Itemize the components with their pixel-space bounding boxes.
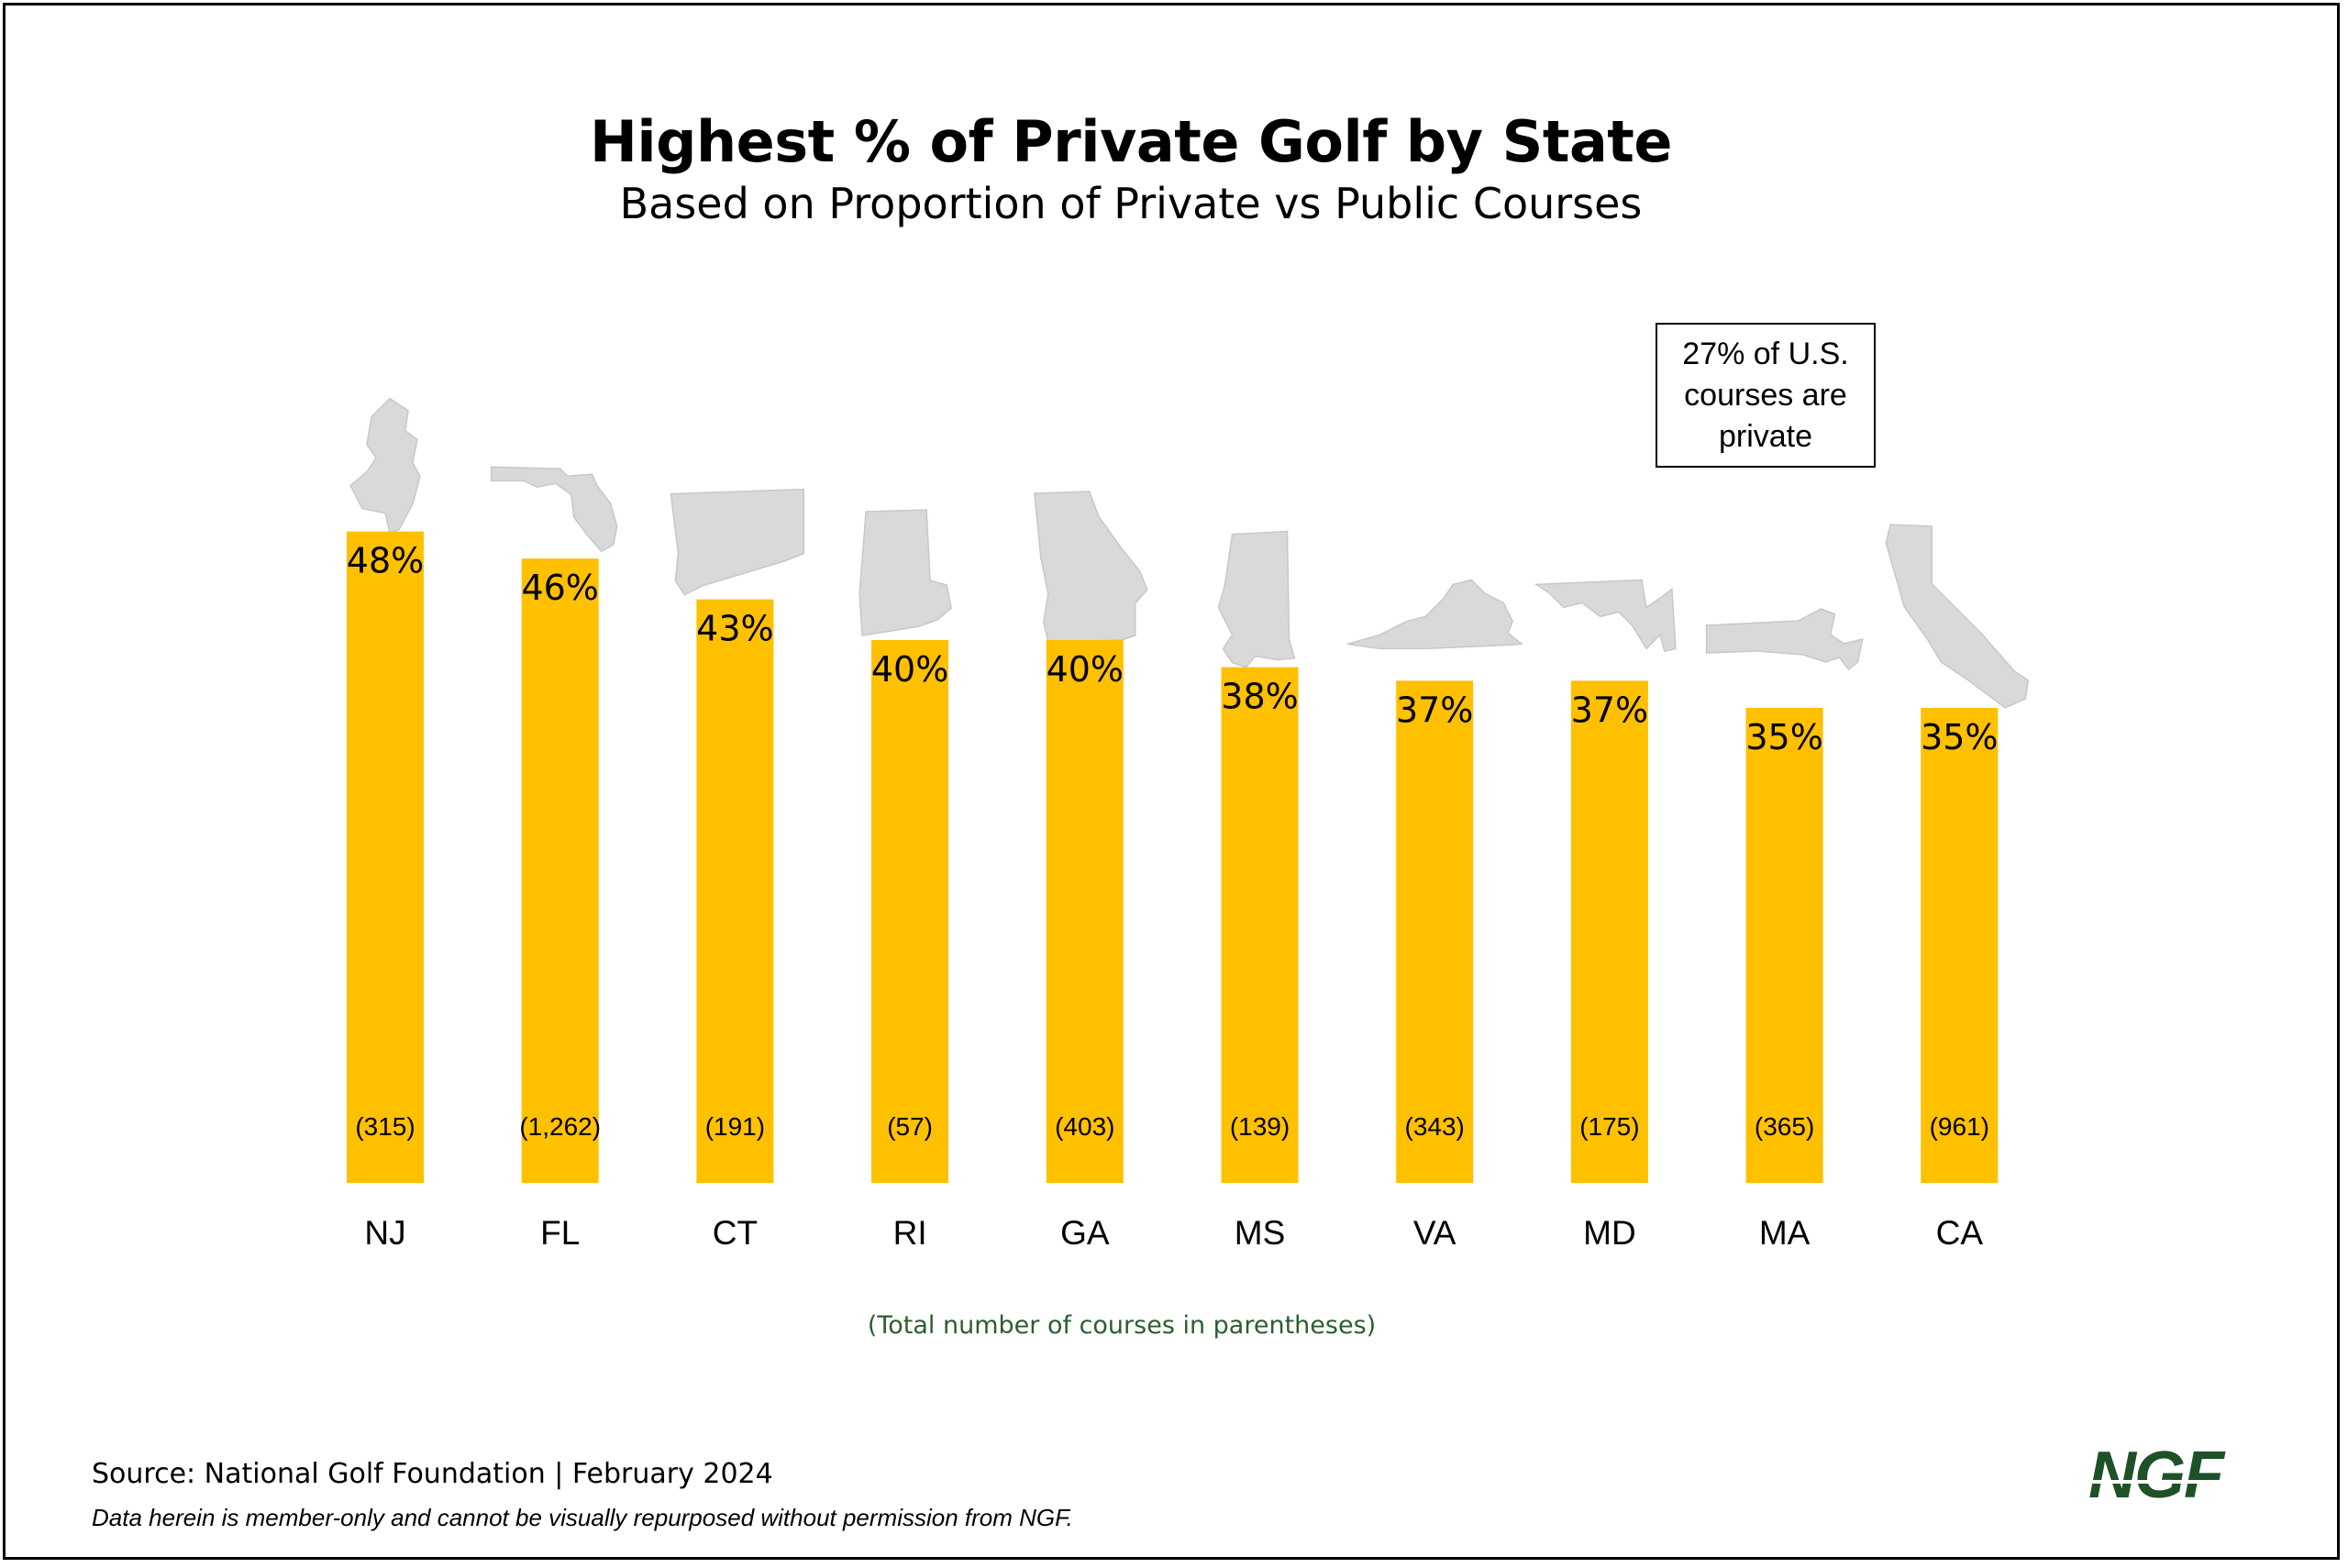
course-count-ca: (961) [1930,1112,1989,1141]
course-count-ms: (139) [1230,1112,1290,1141]
value-label-fl: 46% [521,568,598,608]
course-count-fl: (1,262) [519,1112,601,1141]
massachusetts-icon [1705,608,1864,671]
bar-fl [521,558,599,1183]
category-label-nj: NJ [364,1214,405,1252]
florida-icon [490,466,618,553]
bar-ga [1046,640,1124,1183]
category-label-ma: MA [1759,1214,1811,1252]
svg-text:NGF: NGF [2088,1442,2226,1507]
course-count-va: (343) [1405,1112,1465,1141]
course-count-ga: (403) [1055,1112,1114,1141]
course-count-note: (Total number of courses in parentheses) [867,1311,1377,1340]
value-label-nj: 48% [347,541,424,581]
bar-va [1396,680,1474,1183]
bar-ms [1221,667,1299,1183]
value-label-ca: 35% [1921,717,1998,757]
category-label-fl: FL [540,1214,580,1252]
value-label-ri: 40% [871,649,948,690]
maryland-icon [1534,579,1677,653]
ngf-logo: NGF [2069,1442,2242,1507]
category-label-ms: MS [1235,1214,1286,1252]
california-icon [1885,524,2030,709]
source-line: Source: National Golf Foundation | Febru… [92,1458,773,1490]
disclaimer-line: Data herein is member-only and cannot be… [92,1504,1073,1531]
rhode-island-icon [858,509,952,636]
chart-subtitle: Based on Proportion of Private vs Public… [619,179,1643,228]
value-label-va: 37% [1396,690,1473,730]
bar-md [1570,680,1648,1183]
course-count-md: (175) [1579,1112,1639,1141]
category-label-ri: RI [893,1214,927,1252]
bar-ma [1745,708,1823,1183]
value-label-ms: 38% [1221,677,1298,717]
virginia-icon [1346,579,1524,650]
value-label-ct: 43% [696,609,773,649]
connecticut-icon [670,488,805,596]
category-label-va: VA [1413,1214,1456,1252]
bar-ct [696,599,774,1183]
bar-chart: 48% (315) NJ 46% (1,262) FL 43% (191) CT 40% (57) R… [347,397,2030,1252]
bar-ri [871,640,949,1183]
value-label-ma: 35% [1745,717,1822,757]
bar-ca [1921,708,1999,1183]
course-count-nj: (315) [355,1112,415,1141]
new-jersey-icon [349,397,421,535]
us-average-callout: 27% of U.S. courses are private [1656,323,1876,468]
value-label-md: 37% [1571,690,1648,730]
course-count-ri: (57) [887,1112,933,1141]
course-count-ma: (365) [1755,1112,1814,1141]
course-count-ct: (191) [705,1112,765,1141]
category-label-ca: CA [1936,1214,1984,1252]
category-label-ct: CT [713,1214,758,1252]
georgia-icon [1033,491,1148,643]
chart-title: Highest % of Private Golf by State [590,108,1672,175]
value-label-ga: 40% [1047,649,1124,690]
category-label-ga: GA [1060,1214,1110,1252]
mississippi-icon [1217,530,1296,668]
category-label-md: MD [1583,1214,1636,1252]
bar-nj [347,531,424,1183]
